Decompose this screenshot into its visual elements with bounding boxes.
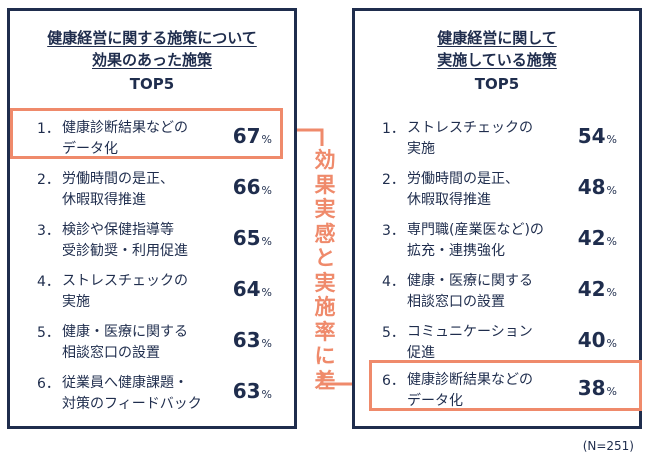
item-percent: 42% [577, 277, 617, 301]
item-number: 2． [382, 172, 405, 188]
item-percent: 63% [232, 328, 272, 352]
left-title-line1: 健康経営に関する施策について [47, 29, 257, 47]
item-number: 4． [37, 274, 60, 290]
right-title-line1: 健康経営に関して [437, 29, 557, 47]
left-item-4: 4． ストレスチェックの 実施 64% [10, 268, 294, 318]
left-title-line2: 効果のあった施策 [91, 51, 212, 69]
left-item-2: 2． 労働時間の是正、 休暇取得推進 66% [10, 166, 294, 216]
left-item-5: 5． 健康・医療に関する 相談窓口の設置 63% [10, 319, 294, 369]
item-label: 健康・医療に関する 相談窓口の設置 [62, 324, 188, 361]
item-percent: 54% [577, 124, 617, 148]
item-percent: 48% [577, 175, 617, 199]
right-highlight-box [369, 360, 642, 411]
item-label: コミュニケーション 促進 [407, 324, 533, 361]
item-number: 4． [382, 274, 405, 290]
left-subtitle: TOP5 [129, 75, 175, 93]
left-item-1: 1． 健康診断結果などの データ化 67% [10, 115, 294, 165]
item-percent: 42% [577, 226, 617, 250]
item-percent: 66% [232, 175, 272, 199]
left-item-3: 3． 検診や保健指導等 受診勧奨・利用促進 65% [10, 217, 294, 267]
sample-size-note: (N=251) [582, 439, 634, 453]
item-label: 労働時間の是正、 休暇取得推進 [407, 171, 519, 208]
connector-caption: 効 果 実 感 と 実 施 率 に 差 [314, 148, 336, 393]
right-item-4: 4． 健康・医療に関する 相談窓口の設置 42% [355, 268, 639, 318]
item-label: 労働時間の是正、 休暇取得推進 [62, 171, 174, 208]
right-panel-title: 健康経営に関して 実施している施策 TOP5 [355, 27, 639, 95]
left-item-6: 6． 従業員へ健康課題・ 対策のフィードバック 63% [10, 370, 294, 420]
right-title-line2: 実施している施策 [437, 51, 557, 69]
right-item-3: 3． 専門職(産業医など)の 拡充・連携強化 42% [355, 217, 639, 267]
right-item-1: 1． ストレスチェックの 実施 54% [355, 115, 639, 165]
item-label: 健康診断結果などの データ化 [407, 372, 533, 409]
right-item-5: 5． コミュニケーション 促進 40% [355, 319, 639, 369]
item-number: 6． [37, 376, 60, 392]
item-label: 健康診断結果などの データ化 [62, 120, 188, 157]
item-label: 従業員へ健康課題・ 対策のフィードバック [62, 375, 202, 412]
item-number: 2． [37, 172, 60, 188]
item-percent: 40% [577, 328, 617, 352]
item-number: 1． [382, 121, 405, 137]
item-number: 5． [382, 325, 405, 341]
item-percent: 38% [577, 376, 617, 400]
item-number: 3． [37, 223, 60, 239]
item-label: ストレスチェックの 実施 [62, 273, 188, 310]
item-number: 1． [37, 121, 60, 137]
item-label: ストレスチェックの 実施 [407, 120, 533, 157]
left-panel: 健康経営に関する施策について 効果のあった施策 TOP5 1． 健康診断結果など… [7, 8, 297, 429]
item-percent: 64% [232, 277, 272, 301]
left-highlight-box [10, 108, 283, 159]
item-percent: 63% [232, 379, 272, 403]
item-percent: 65% [232, 226, 272, 250]
item-label: 検診や保健指導等 受診勧奨・利用促進 [62, 222, 188, 259]
right-subtitle: TOP5 [474, 75, 520, 93]
item-label: 健康・医療に関する 相談窓口の設置 [407, 273, 533, 310]
item-label: 専門職(産業医など)の 拡充・連携強化 [407, 222, 544, 259]
item-number: 3． [382, 223, 405, 239]
left-panel-title: 健康経営に関する施策について 効果のあった施策 TOP5 [10, 27, 294, 95]
right-item-6: 6． 健康診断結果などの データ化 38% [355, 367, 639, 417]
item-number: 6． [382, 373, 405, 389]
right-item-2: 2． 労働時間の是正、 休暇取得推進 48% [355, 166, 639, 216]
right-panel: 健康経営に関して 実施している施策 TOP5 1． ストレスチェックの 実施 54… [352, 8, 642, 429]
item-number: 5． [37, 325, 60, 341]
item-percent: 67% [232, 124, 272, 148]
